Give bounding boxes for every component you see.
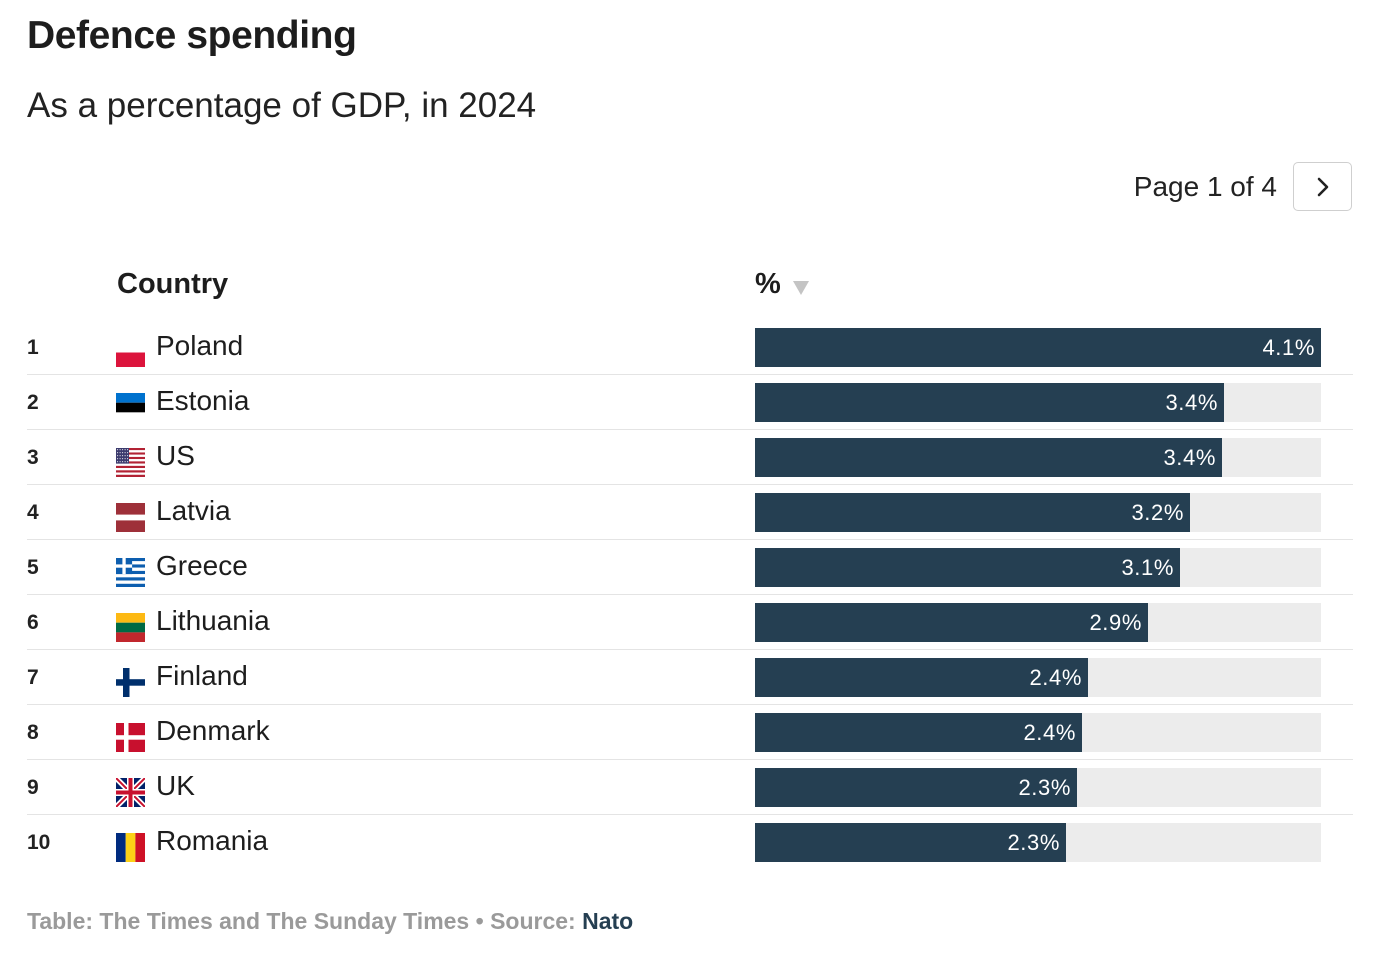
- bar-value-label: 4.1%: [1262, 335, 1315, 360]
- table-row: 8 Denmark 2.4%: [27, 705, 1353, 760]
- bar-track: 2.4%: [755, 658, 1321, 697]
- column-header-percent[interactable]: %: [755, 268, 809, 301]
- bar-value-label: 2.4%: [1029, 665, 1082, 690]
- rank-number: 9: [27, 776, 39, 799]
- table-row: 5 Greece 3.1%: [27, 540, 1353, 595]
- bar-value-label: 2.4%: [1023, 720, 1076, 745]
- bar: 3.4%: [755, 438, 1222, 477]
- bar-track: 3.4%: [755, 383, 1321, 422]
- rank-number: 10: [27, 831, 51, 854]
- bar-track: 2.4%: [755, 713, 1321, 752]
- romania-flag-icon: [116, 833, 145, 862]
- table-row: 10 Romania 2.3%: [27, 815, 1353, 870]
- bar: 3.4%: [755, 383, 1224, 422]
- poland-flag-icon: [116, 338, 145, 367]
- chart-subtitle: As a percentage of GDP, in 2024: [27, 86, 537, 125]
- table-row: 7 Finland 2.4%: [27, 650, 1353, 705]
- table-row: 9 UK 2.3%: [27, 760, 1353, 815]
- source-link[interactable]: Nato: [582, 908, 634, 934]
- next-page-button[interactable]: [1293, 162, 1352, 211]
- us-flag-icon: [116, 448, 145, 477]
- rank-number: 5: [27, 556, 39, 579]
- table-row: 4 Latvia 3.2%: [27, 485, 1353, 540]
- bar-track: 2.3%: [755, 768, 1321, 807]
- column-header-percent-label: %: [755, 268, 781, 300]
- latvia-flag-icon: [116, 503, 145, 532]
- bar-value-label: 2.3%: [1007, 830, 1060, 855]
- rank-number: 2: [27, 391, 39, 414]
- chart-title: Defence spending: [27, 14, 357, 57]
- country-name: US: [156, 440, 195, 471]
- bar: 4.1%: [755, 328, 1321, 367]
- country-name: Poland: [156, 330, 244, 361]
- footer-credit: Table: The Times and The Sunday Times: [27, 908, 470, 934]
- column-header-country[interactable]: Country: [117, 268, 229, 300]
- rank-number: 8: [27, 721, 39, 744]
- country-name: Greece: [156, 550, 248, 581]
- country-name: Estonia: [156, 385, 250, 416]
- rank-number: 1: [27, 336, 39, 359]
- table-row: 6 Lithuania 2.9%: [27, 595, 1353, 650]
- country-name: Lithuania: [156, 605, 270, 636]
- bar-value-label: 3.1%: [1121, 555, 1174, 580]
- footer-source-label: Source:: [490, 908, 583, 934]
- rank-number: 6: [27, 611, 39, 634]
- uk-flag-icon: [116, 778, 145, 807]
- estonia-flag-icon: [116, 393, 145, 422]
- sort-descending-icon: [792, 280, 809, 295]
- pagination: Page 1 of 4: [1134, 162, 1352, 211]
- table-row: 3 US 3.4%: [27, 430, 1353, 485]
- bar-track: 2.3%: [755, 823, 1321, 862]
- bar: 2.4%: [755, 658, 1088, 697]
- denmark-flag-icon: [116, 723, 145, 752]
- country-name: UK: [156, 770, 195, 801]
- bar-track: 3.1%: [755, 548, 1321, 587]
- bar: 3.2%: [755, 493, 1190, 532]
- page-indicator: Page 1 of 4: [1133, 170, 1277, 202]
- rank-number: 3: [27, 446, 39, 469]
- bar-value-label: 3.2%: [1131, 500, 1184, 525]
- lithuania-flag-icon: [116, 613, 145, 642]
- footer-separator: •: [469, 908, 491, 934]
- bar-track: 3.2%: [755, 493, 1321, 532]
- bar-track: 4.1%: [755, 328, 1321, 367]
- country-name: Romania: [156, 825, 269, 856]
- bar: 2.3%: [755, 768, 1077, 807]
- table-body: 1 Poland 4.1% 2 Estonia 3.4% 3 US 3.4% 4 Latvia 3.2…: [27, 320, 1353, 870]
- bar: 2.3%: [755, 823, 1066, 862]
- country-name: Finland: [156, 660, 248, 691]
- country-name: Latvia: [156, 495, 231, 526]
- bar-value-label: 2.9%: [1089, 610, 1142, 635]
- rank-number: 4: [27, 501, 39, 524]
- greece-flag-icon: [116, 558, 145, 587]
- footer: Table: The Times and The Sunday Times • …: [27, 908, 633, 935]
- country-name: Denmark: [156, 715, 270, 746]
- bar-track: 3.4%: [755, 438, 1321, 477]
- bar: 2.4%: [755, 713, 1082, 752]
- table-row: 1 Poland 4.1%: [27, 320, 1353, 375]
- rank-number: 7: [27, 666, 39, 689]
- bar-track: 2.9%: [755, 603, 1321, 642]
- table-row: 2 Estonia 3.4%: [27, 375, 1353, 430]
- bar-value-label: 2.3%: [1018, 775, 1071, 800]
- chevron-right-icon: [1317, 177, 1328, 196]
- bar-value-label: 3.4%: [1165, 390, 1218, 415]
- finland-flag-icon: [116, 668, 145, 697]
- bar: 3.1%: [755, 548, 1180, 587]
- bar-value-label: 3.4%: [1163, 445, 1216, 470]
- bar: 2.9%: [755, 603, 1148, 642]
